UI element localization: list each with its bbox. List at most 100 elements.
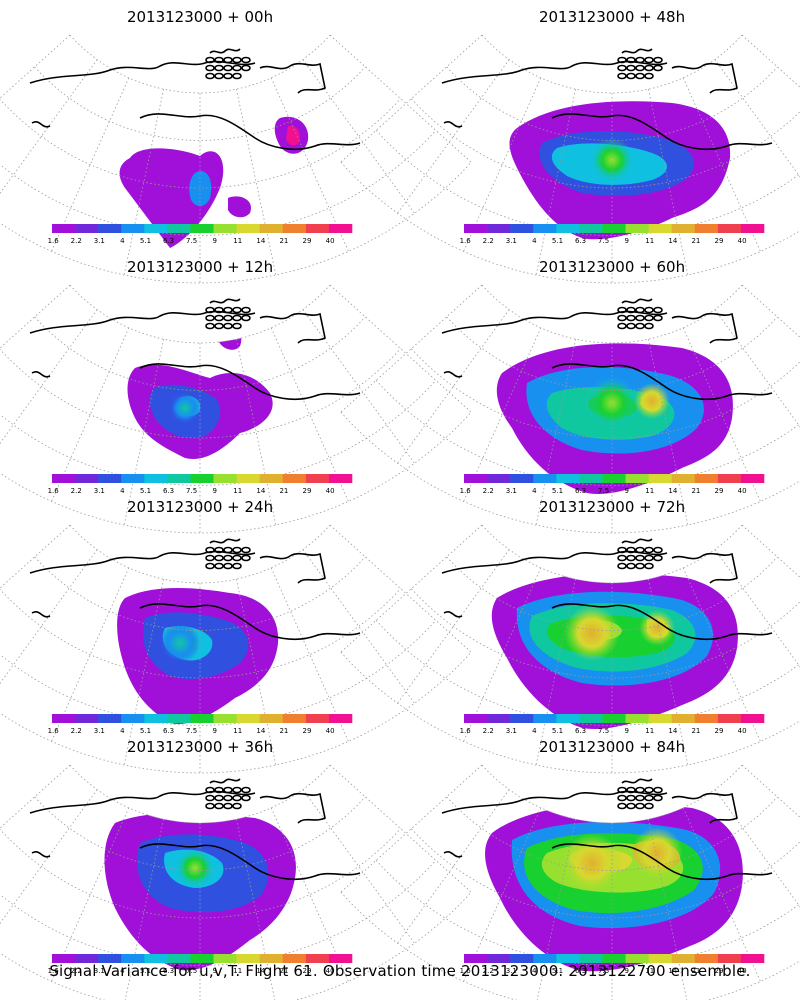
colorbar-swatch (167, 474, 191, 483)
colorbar-swatch (487, 224, 511, 233)
colorbar-swatch (190, 224, 214, 233)
coastline (139, 603, 361, 641)
meridian-line (0, 764, 71, 829)
variance-maximum (175, 848, 215, 888)
colorbar-swatch (740, 954, 765, 963)
island (214, 306, 224, 314)
colorbar-tick-label: 6.3 (575, 727, 586, 735)
colorbar: 1.6 2.2 3.1 4 5.1 6.3 7.5 9 11 14 21 29 40 (48, 714, 353, 735)
colorbar-tick-label: 3.1 (506, 727, 517, 735)
island (205, 64, 215, 72)
island (626, 562, 636, 570)
colorbar-tick-label: 2.2 (483, 487, 494, 495)
meridian-line (302, 789, 415, 944)
colorbar-tick-label: 2.2 (483, 727, 494, 735)
colorbar-tick-label: 14 (256, 487, 265, 495)
island (626, 64, 636, 72)
island (232, 306, 242, 314)
coastline (551, 603, 773, 641)
coastline (621, 538, 653, 544)
island (617, 554, 627, 562)
colorbar-tick-label: 9 (624, 967, 628, 975)
island (653, 794, 663, 802)
colorbar-swatch (648, 474, 672, 483)
colorbar-swatch (717, 714, 742, 723)
parallel-line (481, 764, 743, 824)
colorbar-swatch (671, 714, 696, 723)
map-panel: 2013123000 + 00h 1.6 2.2 3.1 4 5.1 6.3 7.5 9 11 14… (0, 8, 472, 284)
colorbar-tick-label: 5.1 (140, 487, 151, 495)
panel-title: 2013123000 + 00h (127, 8, 273, 26)
colorbar-swatch (236, 474, 260, 483)
variance-maximum (590, 138, 634, 182)
graticule (340, 524, 800, 774)
colorbar-swatch (282, 474, 307, 483)
colorbar-tick-label: 1.6 (460, 727, 472, 735)
colorbar-swatch (121, 224, 145, 233)
colorbar-swatch (648, 954, 672, 963)
variance-contour (286, 125, 300, 146)
island (635, 794, 645, 802)
panel-title: 2013123000 + 72h (539, 498, 685, 516)
coastline (209, 298, 241, 304)
coastline (441, 550, 668, 574)
coastlines (29, 778, 361, 881)
colorbar-tick-label: 7.5 (598, 967, 609, 975)
colorbar-tick-label: 1.6 (460, 967, 472, 975)
colorbar-swatch (464, 714, 488, 723)
colorbar-swatch (144, 954, 168, 963)
parallel-line (69, 524, 331, 584)
island (635, 322, 645, 330)
colorbar-tick-label: 7.5 (186, 237, 197, 245)
island (241, 554, 251, 562)
coastline (29, 310, 256, 334)
colorbar-swatch (694, 714, 719, 723)
island (214, 72, 224, 80)
meridian-line (235, 89, 277, 276)
variance-maximum (160, 623, 200, 663)
colorbar-swatch (328, 474, 353, 483)
parallel-line (0, 860, 437, 966)
colorbar-tick-label: 6.3 (163, 237, 174, 245)
island (635, 64, 645, 72)
meridian-line (340, 524, 483, 653)
meridian-line (714, 59, 800, 178)
island (626, 314, 636, 322)
island (626, 546, 636, 554)
island (635, 72, 645, 80)
colorbar-swatch (740, 474, 765, 483)
coastline (671, 312, 738, 344)
colorbar-swatch (328, 224, 353, 233)
parallel-line (0, 380, 437, 486)
graticule (340, 34, 800, 284)
colorbar-tick-label: 21 (691, 237, 700, 245)
island (214, 56, 224, 64)
colorbar-swatch (52, 474, 76, 483)
colorbar-swatch (556, 714, 580, 723)
island (223, 72, 233, 80)
map-panel: 2013123000 + 84h 1.6 2.2 3.1 4 5.1 6.3 7.5 9 11 14… (340, 738, 800, 1000)
coastline (443, 121, 463, 128)
colorbar-swatch (671, 474, 696, 483)
island (653, 306, 663, 314)
colorbar-tick-label: 9 (212, 487, 216, 495)
island (626, 554, 636, 562)
colorbar-tick-label: 6.3 (163, 487, 174, 495)
colorbar-swatch (510, 714, 534, 723)
colorbar-swatch (510, 954, 534, 963)
colorbar-tick-label: 14 (668, 967, 677, 975)
island (626, 802, 636, 810)
colorbar-tick-label: 7.5 (186, 727, 197, 735)
island (223, 794, 233, 802)
colorbar-tick-label: 11 (645, 487, 654, 495)
variance-maximum (639, 610, 675, 646)
colorbar-tick-label: 40 (326, 487, 335, 495)
colorbar-swatch (671, 954, 696, 963)
coastline (209, 538, 241, 544)
map-panel: 2013123000 + 24h 1.6 2.2 3.1 4 5.1 6.3 7.5 9 11 14… (0, 498, 472, 774)
colorbar-swatch (579, 714, 603, 723)
colorbar-tick-label: 9 (212, 727, 216, 735)
island (653, 64, 663, 72)
coastline (441, 310, 668, 334)
island (214, 802, 224, 810)
